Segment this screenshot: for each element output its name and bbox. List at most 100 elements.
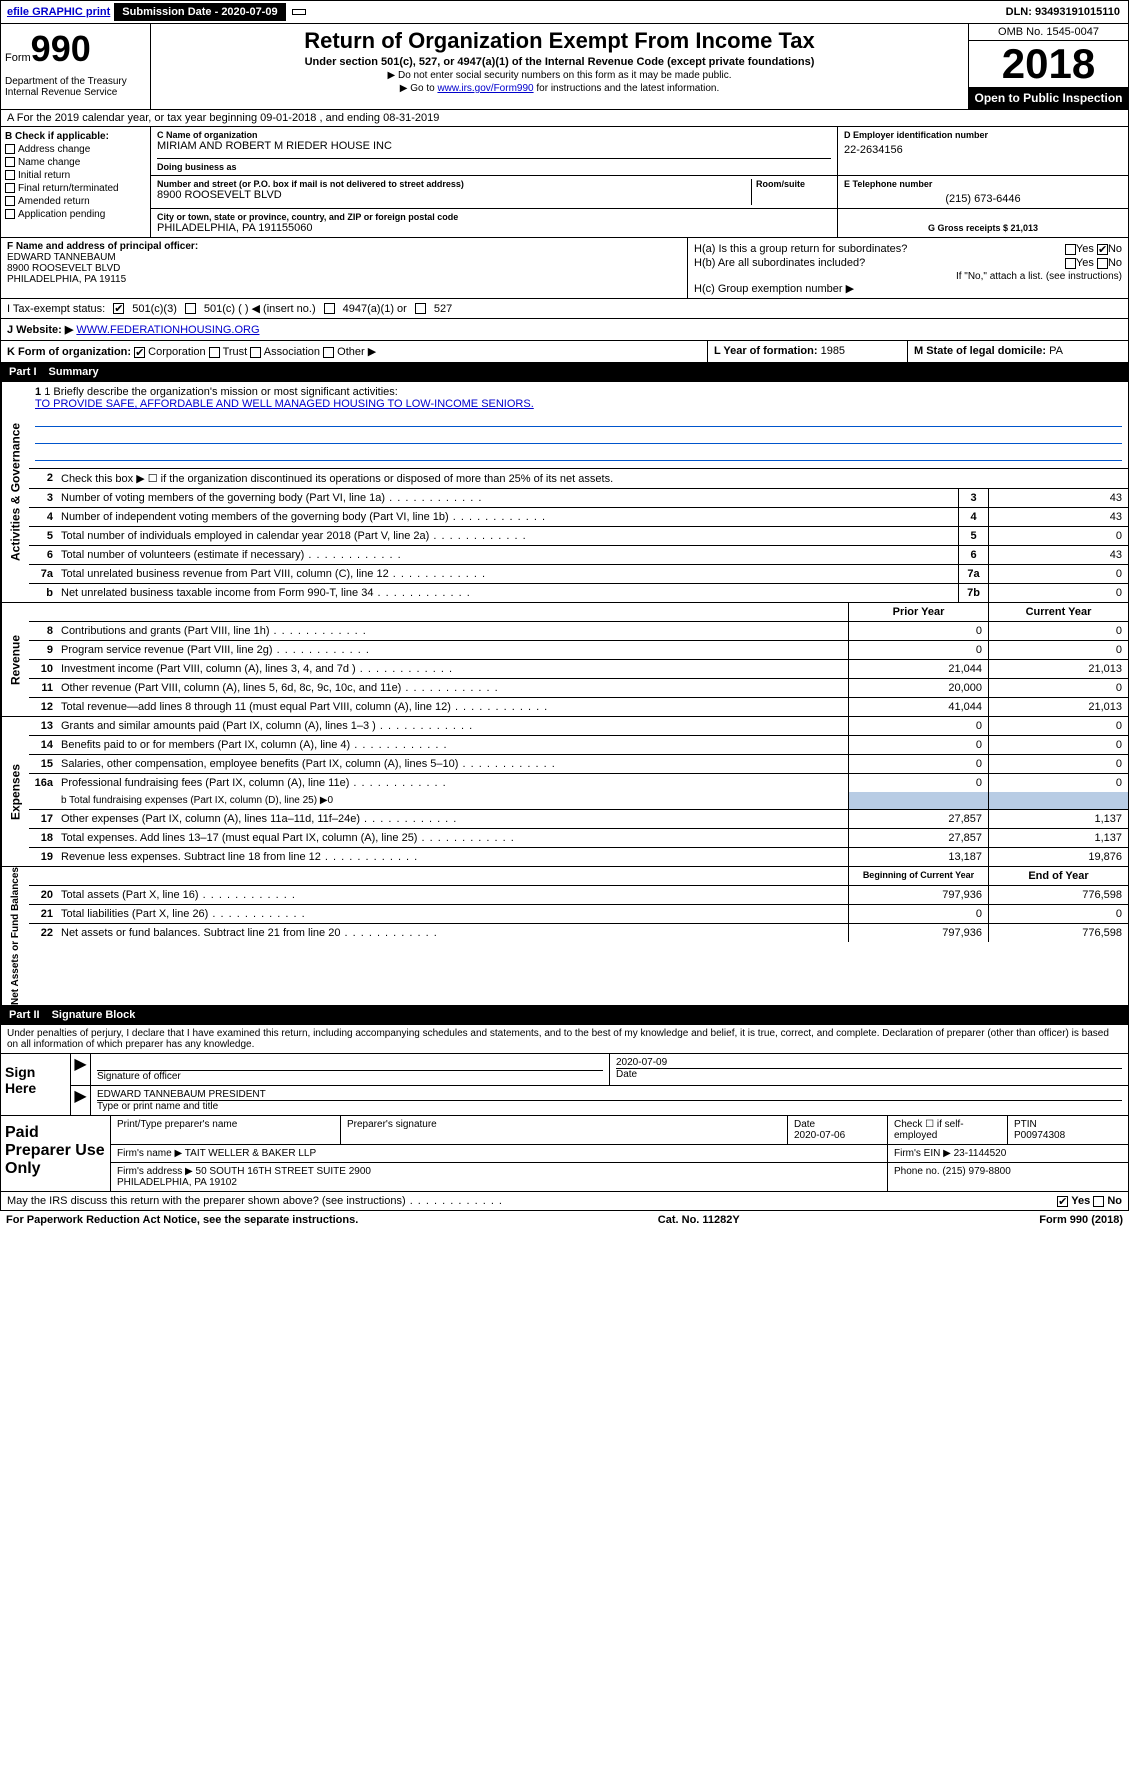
form-word: Form <box>5 52 31 64</box>
sign-here-block: Sign Here ▶ Signature of officer 2020-07… <box>0 1054 1129 1116</box>
header-note-1: ▶ Do not enter social security numbers o… <box>159 70 960 81</box>
summary-line: 4Number of independent voting members of… <box>29 508 1128 527</box>
submission-date-field <box>292 9 306 15</box>
summary-line: 18Total expenses. Add lines 13–17 (must … <box>29 829 1128 848</box>
chk-501c3[interactable] <box>113 303 124 314</box>
side-tab-expenses: Expenses <box>1 717 29 866</box>
sign-here-label: Sign Here <box>1 1054 71 1115</box>
row-i-tax-status: I Tax-exempt status: 501(c)(3) 501(c) ( … <box>0 299 1129 319</box>
efile-controls: efile GRAPHIC print Submission Date - 20… <box>1 1 312 23</box>
col-b-header: B Check if applicable: <box>5 131 146 142</box>
signature-field[interactable]: Signature of officer <box>91 1054 610 1085</box>
col-h-group: H(a) Is this a group return for subordin… <box>688 238 1128 298</box>
summary-section-1: Activities & Governance 1 1 Briefly desc… <box>0 382 1129 603</box>
dept-label: Department of the Treasury Internal Reve… <box>5 76 146 98</box>
summary-line: 15Salaries, other compensation, employee… <box>29 755 1128 774</box>
discuss-row: May the IRS discuss this return with the… <box>0 1192 1129 1211</box>
chk-corp[interactable] <box>134 347 145 358</box>
chk-trust[interactable] <box>209 347 220 358</box>
summary-line: 6Total number of volunteers (estimate if… <box>29 546 1128 565</box>
chk-ha-no[interactable] <box>1097 244 1108 255</box>
chk-ha-yes[interactable] <box>1065 244 1076 255</box>
summary-section-3: Expenses 13Grants and similar amounts pa… <box>0 717 1129 867</box>
chk-hb-yes[interactable] <box>1065 258 1076 269</box>
form-subtitle: Under section 501(c), 527, or 4947(a)(1)… <box>159 56 960 68</box>
col-f-officer: F Name and address of principal officer:… <box>1 238 688 298</box>
header-center: Return of Organization Exempt From Incom… <box>151 24 968 109</box>
na-header-row: Beginning of Current Year End of Year <box>29 867 1128 886</box>
arrow-icon: ▶ <box>71 1054 91 1085</box>
row-j-website: J Website: ▶ WWW.FEDERATIONHOUSING.ORG <box>0 319 1129 341</box>
website-link[interactable]: WWW.FEDERATIONHOUSING.ORG <box>76 324 259 336</box>
summary-line: 3Number of voting members of the governi… <box>29 489 1128 508</box>
chk-address-change[interactable] <box>5 144 15 154</box>
cell-phone: E Telephone number (215) 673-6446 <box>838 176 1128 209</box>
open-public-badge: Open to Public Inspection <box>969 87 1128 109</box>
chk-discuss-no[interactable] <box>1093 1196 1104 1207</box>
chk-other[interactable] <box>323 347 334 358</box>
chk-name-change[interactable] <box>5 157 15 167</box>
sign-date-field: 2020-07-09 Date <box>610 1054 1128 1085</box>
col-cd: C Name of organization MIRIAM AND ROBERT… <box>151 127 1128 237</box>
preparer-sig-field[interactable]: Preparer's signature <box>341 1116 788 1144</box>
chk-527[interactable] <box>415 303 426 314</box>
form-title: Return of Organization Exempt From Incom… <box>159 28 960 54</box>
col-l-year: L Year of formation: 1985 <box>708 341 908 362</box>
preparer-date-field: Date2020-07-06 <box>788 1116 888 1144</box>
side-tab-governance: Activities & Governance <box>1 382 29 602</box>
chk-discuss-yes[interactable] <box>1057 1196 1068 1207</box>
summary-line: 21Total liabilities (Part X, line 26)00 <box>29 905 1128 924</box>
chk-assoc[interactable] <box>250 347 261 358</box>
self-employed-chk[interactable]: Check ☐ if self-employed <box>888 1116 1008 1144</box>
part-1-header: Part ISummary <box>0 363 1129 382</box>
part-2-header: Part IISignature Block <box>0 1006 1129 1025</box>
paid-preparer-block: Paid Preparer Use Only Print/Type prepar… <box>0 1116 1129 1192</box>
summary-line: 8Contributions and grants (Part VIII, li… <box>29 622 1128 641</box>
tax-year: 2018 <box>969 41 1128 87</box>
col-b-checkboxes: B Check if applicable: Address change Na… <box>1 127 151 237</box>
irs-link[interactable]: www.irs.gov/Form990 <box>437 83 533 94</box>
row-a-period: A For the 2019 calendar year, or tax yea… <box>0 110 1129 127</box>
chk-amended[interactable] <box>5 196 15 206</box>
topbar: efile GRAPHIC print Submission Date - 20… <box>0 0 1129 24</box>
form-header: Form990 Department of the Treasury Inter… <box>0 24 1129 110</box>
line-16b: b Total fundraising expenses (Part IX, c… <box>29 792 1128 810</box>
omb-number: OMB No. 1545-0047 <box>969 24 1128 41</box>
firm-addr-field: Firm's address ▶ 50 SOUTH 16TH STREET SU… <box>111 1163 888 1191</box>
line-1-brief: 1 1 Briefly describe the organization's … <box>29 382 1128 469</box>
cell-address: Number and street (or P.O. box if mail i… <box>151 176 838 209</box>
chk-4947[interactable] <box>324 303 335 314</box>
preparer-name-field[interactable]: Print/Type preparer's name <box>111 1116 341 1144</box>
summary-line: 14Benefits paid to or for members (Part … <box>29 736 1128 755</box>
side-tab-revenue: Revenue <box>1 603 29 716</box>
dln-label: DLN: 93493191015110 <box>998 4 1128 20</box>
row-fg: F Name and address of principal officer:… <box>0 238 1129 299</box>
chk-501c[interactable] <box>185 303 196 314</box>
paid-preparer-label: Paid Preparer Use Only <box>1 1116 111 1191</box>
cell-city: City or town, state or province, country… <box>151 209 838 237</box>
efile-link[interactable]: efile GRAPHIC print <box>7 6 110 18</box>
summary-line: 5Total number of individuals employed in… <box>29 527 1128 546</box>
rev-header-row: Prior Year Current Year <box>29 603 1128 622</box>
summary-line: 10Investment income (Part VIII, column (… <box>29 660 1128 679</box>
cell-gross-receipts: G Gross receipts $ 21,013 <box>838 209 1128 237</box>
header-note-2: ▶ Go to www.irs.gov/Form990 for instruct… <box>159 83 960 94</box>
summary-line: 13Grants and similar amounts paid (Part … <box>29 717 1128 736</box>
arrow-icon: ▶ <box>71 1086 91 1115</box>
row-klm: K Form of organization: Corporation Trus… <box>0 341 1129 363</box>
summary-line: 16aProfessional fundraising fees (Part I… <box>29 774 1128 792</box>
chk-initial-return[interactable] <box>5 170 15 180</box>
footer-row: For Paperwork Reduction Act Notice, see … <box>0 1211 1129 1229</box>
identity-grid: B Check if applicable: Address change Na… <box>0 127 1129 238</box>
form-number: 990 <box>31 28 91 69</box>
chk-final-return[interactable] <box>5 183 15 193</box>
summary-line: 20Total assets (Part X, line 16)797,9367… <box>29 886 1128 905</box>
cell-ein: D Employer identification number 22-2634… <box>838 127 1128 176</box>
chk-hb-no[interactable] <box>1097 258 1108 269</box>
firm-phone-field: Phone no. (215) 979-8800 <box>888 1163 1128 1191</box>
header-right: OMB No. 1545-0047 2018 Open to Public In… <box>968 24 1128 109</box>
summary-line: 9Program service revenue (Part VIII, lin… <box>29 641 1128 660</box>
chk-app-pending[interactable] <box>5 209 15 219</box>
summary-line: 7aTotal unrelated business revenue from … <box>29 565 1128 584</box>
form-label-block: Form990 Department of the Treasury Inter… <box>1 24 151 109</box>
